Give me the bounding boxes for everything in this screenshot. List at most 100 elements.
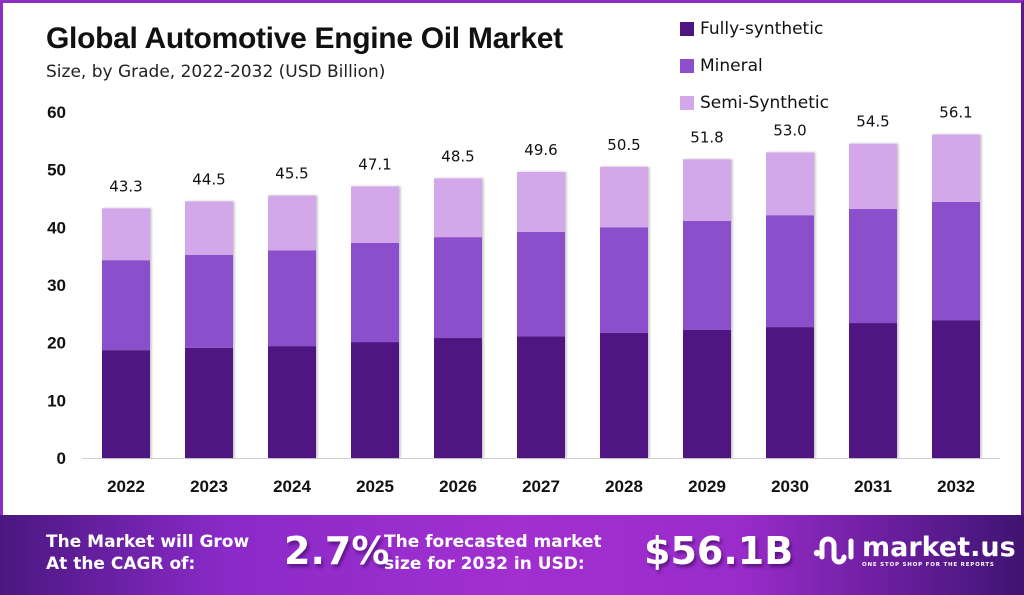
bar-total-label: 50.5 <box>607 136 640 154</box>
market-us-logo: market.us ONE STOP SHOP FOR THE REPORTS <box>812 531 1016 571</box>
bar-segment-mineral-2023 <box>185 255 233 348</box>
bar-stack-2022 <box>102 208 150 458</box>
legend-swatch-semi-synthetic <box>680 95 694 110</box>
cagr-caption: The Market will Grow At the CAGR of: <box>46 531 249 575</box>
bar-segment-fully-synthetic-2032 <box>932 320 980 458</box>
bar-segment-mineral-2032 <box>932 201 980 321</box>
x-tick-label: 2030 <box>771 477 809 496</box>
legend-swatch-fully-synthetic <box>680 21 694 36</box>
bar-segment-fully-synthetic-2024 <box>268 346 316 458</box>
bar-segment-mineral-2029 <box>683 220 731 330</box>
x-tick-label: 2025 <box>356 477 394 496</box>
y-tick-label: 60 <box>47 103 66 122</box>
y-tick-label: 50 <box>47 161 66 180</box>
bar-segment-mineral-2024 <box>268 250 316 347</box>
legend-label: Mineral <box>700 55 763 76</box>
bar-segment-mineral-2031 <box>849 208 897 324</box>
bar-segment-fully-synthetic-2026 <box>434 338 482 458</box>
bar-segment-semi-synthetic-2026 <box>434 178 482 238</box>
bar-segment-fully-synthetic-2031 <box>849 323 897 458</box>
bar-segment-semi-synthetic-2031 <box>849 143 897 209</box>
y-tick-label: 40 <box>47 218 66 237</box>
forecast-caption-line2: size for 2032 in USD: <box>384 554 585 574</box>
footer-banner: The Market will Grow At the CAGR of: 2.7… <box>0 515 1024 595</box>
bar-segment-mineral-2026 <box>434 237 482 339</box>
bar-stack-2026 <box>434 178 482 458</box>
bar-total-label: 49.6 <box>524 141 557 159</box>
legend-swatch-mineral <box>680 58 694 73</box>
bar-stack-2031 <box>849 143 897 458</box>
y-axis: 0 10 20 30 40 50 60 <box>47 103 66 468</box>
x-tick-label: 2029 <box>688 477 726 496</box>
bar-segment-semi-synthetic-2032 <box>932 134 980 202</box>
legend-item-mineral: Mineral <box>680 47 829 84</box>
bar-segment-semi-synthetic-2028 <box>600 166 648 228</box>
bar-segment-mineral-2027 <box>517 231 565 337</box>
bar-segment-semi-synthetic-2024 <box>268 195 316 251</box>
bar-stack-2023 <box>185 201 233 458</box>
bar-segment-semi-synthetic-2022 <box>102 208 150 261</box>
x-tick-label: 2026 <box>439 477 477 496</box>
bar-segment-mineral-2028 <box>600 227 648 333</box>
bar-total-label: 53.0 <box>773 121 806 139</box>
logo-tagline: ONE STOP SHOP FOR THE REPORTS <box>862 562 995 568</box>
y-tick-label: 10 <box>47 391 66 410</box>
bar-stack-2029 <box>683 159 731 458</box>
bar-stack-2027 <box>517 171 565 458</box>
logo-text: market.us ONE STOP SHOP FOR THE REPORTS <box>862 532 1016 569</box>
bar-segment-fully-synthetic-2029 <box>683 329 731 458</box>
bar-segment-semi-synthetic-2027 <box>517 171 565 232</box>
bar-segment-semi-synthetic-2023 <box>185 201 233 256</box>
legend: Fully-synthetic Mineral Semi-Synthetic <box>680 10 829 121</box>
market-us-logo-icon <box>813 536 854 565</box>
y-tick-label: 30 <box>47 276 66 295</box>
y-tick-label: 20 <box>47 334 66 353</box>
x-tick-label: 2032 <box>937 477 975 496</box>
bar-segment-fully-synthetic-2030 <box>766 327 814 458</box>
logo-name: market.us <box>862 532 1016 563</box>
x-tick-label: 2027 <box>522 477 560 496</box>
forecast-caption-line1: The forecasted market <box>384 532 602 552</box>
bar-stack-2024 <box>268 195 316 458</box>
bar-total-label: 45.5 <box>275 165 308 183</box>
bar-segment-semi-synthetic-2029 <box>683 159 731 221</box>
chart-subtitle: Size, by Grade, 2022-2032 (USD Billion) <box>46 62 386 82</box>
bar-segment-semi-synthetic-2025 <box>351 186 399 243</box>
bar-total-label: 44.5 <box>192 170 225 188</box>
bar-segment-fully-synthetic-2022 <box>102 350 150 458</box>
legend-label: Fully-synthetic <box>700 18 824 39</box>
bar-segment-mineral-2030 <box>766 215 814 328</box>
legend-item-fully-synthetic: Fully-synthetic <box>680 10 829 47</box>
cagr-caption-line2: At the CAGR of: <box>46 554 196 574</box>
x-tick-label: 2024 <box>273 477 311 496</box>
bar-stack-2028 <box>600 166 648 458</box>
cagr-value: 2.7% <box>284 529 390 573</box>
bar-total-label: 51.8 <box>690 128 723 146</box>
x-axis: 2022 2023 2024 2025 2026 2027 2028 2029 2030 2031… <box>107 477 975 496</box>
bars: 43.3 44.5 45.5 47.1 48.5 49.6 50.5 51.8 53.0 54.5… <box>102 103 980 458</box>
bar-total-label: 54.5 <box>856 113 889 131</box>
bar-stack-2025 <box>351 186 399 458</box>
forecast-caption: The forecasted market size for 2032 in U… <box>384 531 602 575</box>
bar-total-label: 43.3 <box>109 177 142 195</box>
legend-item-semi-synthetic: Semi-Synthetic <box>680 84 829 121</box>
bar-segment-fully-synthetic-2025 <box>351 342 399 458</box>
x-tick-label: 2023 <box>190 477 228 496</box>
x-tick-label: 2031 <box>854 477 892 496</box>
x-tick-label: 2022 <box>107 477 145 496</box>
bar-stack-2030 <box>766 152 814 458</box>
bar-stack-2032 <box>932 134 980 458</box>
bar-segment-semi-synthetic-2030 <box>766 152 814 216</box>
bar-segment-fully-synthetic-2028 <box>600 332 648 458</box>
bar-segment-fully-synthetic-2023 <box>185 347 233 458</box>
bar-segment-mineral-2022 <box>102 260 150 351</box>
chart-title: Global Automotive Engine Oil Market <box>46 22 563 55</box>
cagr-caption-line1: The Market will Grow <box>46 532 250 552</box>
y-tick-label: 0 <box>57 449 66 468</box>
bar-segment-mineral-2025 <box>351 242 399 343</box>
bar-total-label: 48.5 <box>441 147 474 165</box>
x-tick-label: 2028 <box>605 477 643 496</box>
legend-label: Semi-Synthetic <box>700 92 829 113</box>
bar-segment-fully-synthetic-2027 <box>517 336 565 458</box>
